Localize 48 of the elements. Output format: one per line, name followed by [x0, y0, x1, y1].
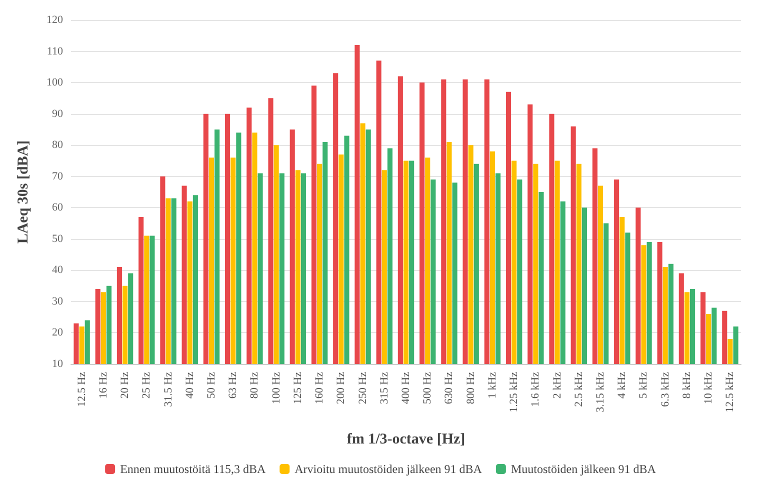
x-tick-label: 16 Hz — [97, 372, 110, 399]
x-tick-label: 125 Hz — [292, 372, 304, 404]
y-tick-label: 120 — [46, 14, 64, 26]
x-tick-label: 10 kHz — [702, 372, 715, 404]
y-tick-label: 40 — [52, 264, 64, 276]
y-tick-label: 110 — [46, 45, 64, 58]
y-tick-label: 70 — [52, 170, 64, 182]
y-tick-label: 10 — [52, 358, 64, 370]
x-tick-label: 315 Hz — [378, 372, 390, 404]
legend-label: Ennen muutostöitä 115,3 dBA — [120, 462, 266, 476]
x-tick-label: 100 Hz — [270, 372, 282, 404]
x-tick-label: 2 kHz — [551, 372, 564, 399]
x-tick-label: 1.6 kHz — [530, 372, 542, 407]
x-tick-label: 8 kHz — [680, 372, 693, 399]
x-axis-title: fm 1/3-octave [Hz] — [346, 432, 466, 448]
x-tick-label: 12.5 Hz — [76, 372, 88, 407]
x-tick-label: 1 kHz — [486, 372, 498, 399]
x-tick-label: 50 Hz — [205, 372, 218, 399]
y-tick-label: 100 — [46, 76, 64, 89]
x-tick-label: 6.3 kHz — [659, 372, 672, 407]
x-tick-label: 4 kHz — [616, 372, 628, 399]
x-tick-label: 20 Hz — [119, 372, 132, 399]
x-tick-label: 500 Hz — [422, 372, 434, 404]
y-tick-label: 90 — [52, 108, 64, 120]
x-tick-label: 40 Hz — [184, 372, 196, 399]
y-tick-label: 20 — [52, 326, 64, 339]
legend-label: Arvioitu muutostöiden jälkeen 91 dBA — [294, 462, 482, 476]
x-tick-label: 25 Hz — [140, 372, 153, 399]
x-tick-label: 400 Hz — [400, 372, 412, 404]
x-tick-label: 63 Hz — [227, 372, 240, 399]
x-tick-label: 12.5 kHz — [724, 372, 736, 412]
x-tick-label: 3.15 kHz — [594, 372, 607, 412]
y-tick-label: 80 — [52, 139, 64, 152]
x-tick-label: 31.5 Hz — [162, 372, 174, 407]
y-tick-label: 60 — [52, 202, 64, 214]
x-tick-label: 80 Hz — [248, 372, 261, 399]
x-tick-label: 800 Hz — [464, 372, 477, 404]
y-tick-label: 30 — [52, 295, 64, 308]
x-tick-label: 630 Hz — [443, 372, 456, 404]
x-tick-label: 2.5 kHz — [572, 372, 585, 407]
legend-label: Muutostöiden jälkeen 91 dBA — [510, 462, 656, 476]
y-axis-title: LAeq 30s [dBA] — [16, 140, 32, 244]
x-tick-label: 250 Hz — [356, 372, 369, 404]
x-tick-label: 200 Hz — [335, 372, 348, 404]
y-tick-label: 50 — [52, 232, 64, 245]
x-tick-label: 160 Hz — [314, 372, 326, 404]
x-tick-label: 5 kHz — [638, 372, 650, 399]
x-tick-label: 1.25 kHz — [508, 372, 520, 412]
